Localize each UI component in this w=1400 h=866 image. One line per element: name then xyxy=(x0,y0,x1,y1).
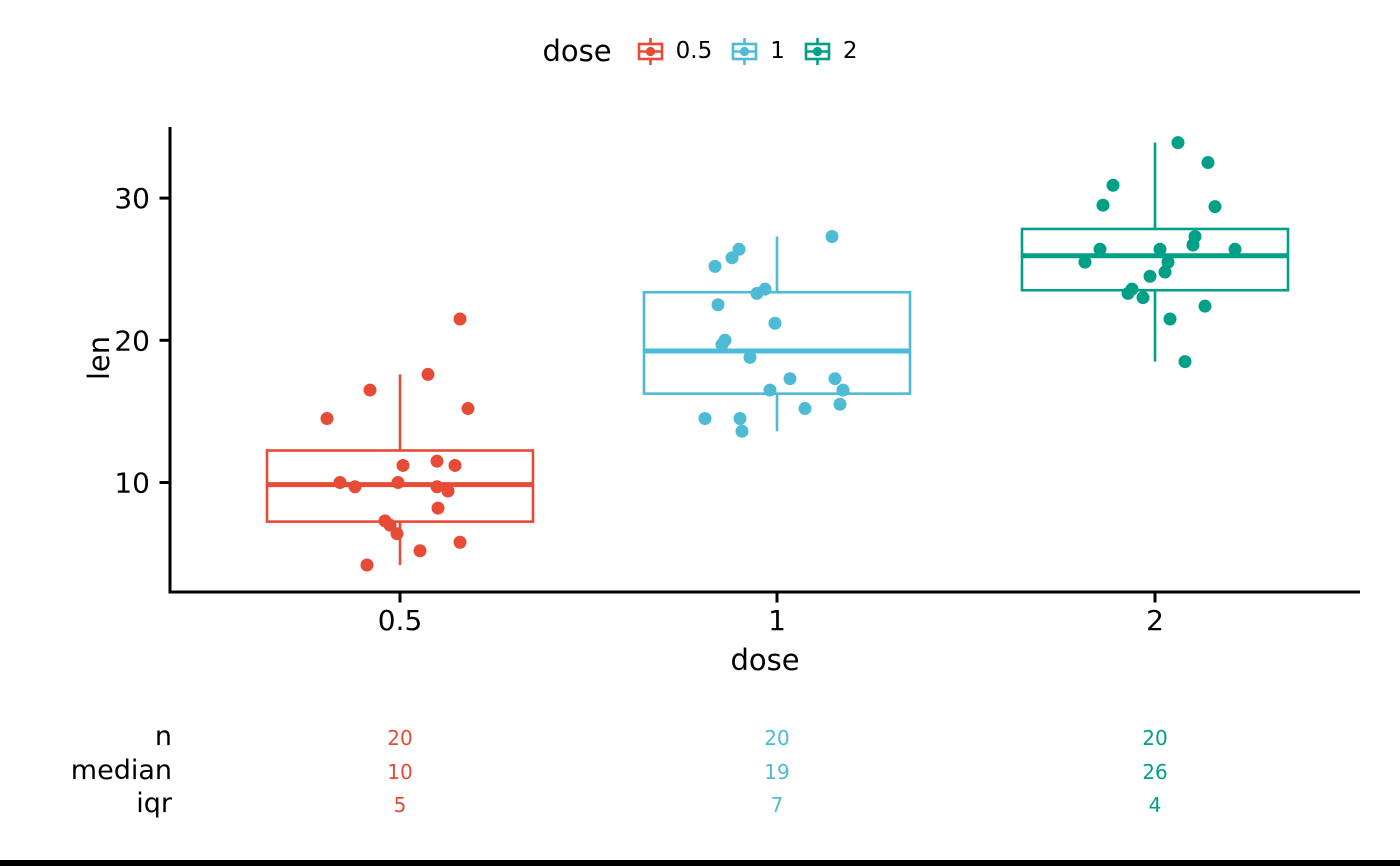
jitter-point xyxy=(1096,198,1110,212)
legend-label: 2 xyxy=(842,38,858,64)
jitter-point xyxy=(363,383,377,397)
boxplot-key-icon xyxy=(804,37,831,65)
jitter-point xyxy=(758,282,772,296)
stat-value: 7 xyxy=(770,793,784,817)
table-row-n: n 20 20 20 xyxy=(0,721,1400,755)
jitter-point xyxy=(833,397,847,411)
jitter-point xyxy=(1158,265,1172,279)
jitter-point xyxy=(1178,355,1192,369)
stat-value: 26 xyxy=(1142,760,1168,784)
stat-value: 5 xyxy=(393,793,407,817)
x-axis-title: dose xyxy=(730,643,800,677)
jitter-point xyxy=(391,476,405,490)
jitter-point xyxy=(413,544,427,558)
y-tick-label: 20 xyxy=(114,324,150,357)
boxplot-group-0.5 xyxy=(265,312,535,572)
y-axis-title: len xyxy=(82,335,116,381)
jitter-point xyxy=(1136,291,1150,305)
stat-value: 10 xyxy=(387,760,413,784)
stat-row-label: iqr xyxy=(136,788,172,819)
legend-item-dose-1: 1 xyxy=(728,35,785,68)
stat-value: 19 xyxy=(764,760,790,784)
jitter-point xyxy=(396,458,410,472)
jitter-point xyxy=(360,558,374,572)
jitter-point xyxy=(430,454,444,468)
jitter-point xyxy=(1153,242,1167,256)
table-row-median: median 10 19 26 xyxy=(0,755,1400,789)
jitter-point xyxy=(430,480,444,494)
legend-title: dose xyxy=(542,34,612,68)
stat-value: 4 xyxy=(1148,793,1162,817)
jitter-point xyxy=(1093,242,1107,256)
boxplot-key-icon xyxy=(731,37,758,65)
jitter-point xyxy=(441,484,455,498)
jitter-point xyxy=(1188,229,1202,243)
jitter-point xyxy=(421,367,435,381)
jitter-point xyxy=(390,527,404,541)
y-tick-label: 10 xyxy=(114,467,150,500)
jitter-point xyxy=(431,501,445,515)
stat-value: 20 xyxy=(387,726,413,750)
jitter-point xyxy=(448,458,462,472)
stat-row-label: median xyxy=(70,755,172,786)
jitter-point xyxy=(1161,255,1175,269)
jitter-point xyxy=(453,312,467,326)
jitter-point xyxy=(711,298,725,312)
jitter-point xyxy=(718,333,732,347)
legend-item-dose-2: 2 xyxy=(801,35,858,68)
jitter-point xyxy=(453,535,467,549)
y-tick-label: 30 xyxy=(114,182,150,215)
jitter-point xyxy=(1143,269,1157,283)
stat-value: 20 xyxy=(764,726,790,750)
jitter-point xyxy=(708,259,722,273)
jitter-point xyxy=(725,251,739,265)
chart-legend: dose 0.5 1 2 xyxy=(0,34,1400,68)
box xyxy=(1020,227,1290,292)
jitter-point xyxy=(461,402,475,416)
stat-value: 20 xyxy=(1142,726,1168,750)
boxplot-group-1 xyxy=(642,229,912,438)
jitter-point xyxy=(768,316,782,330)
jitter-point xyxy=(783,372,797,386)
bottom-border xyxy=(0,860,1400,866)
legend-item-dose-0.5: 0.5 xyxy=(634,35,713,68)
jitter-point xyxy=(735,424,749,438)
jitter-point xyxy=(798,402,812,416)
boxplot-group-2 xyxy=(1020,136,1290,369)
jitter-point xyxy=(320,412,334,426)
table-row-iqr: iqr 5 7 4 xyxy=(0,788,1400,822)
jitter-point xyxy=(828,372,842,386)
boxplot-key-icon xyxy=(637,37,663,65)
legend-label: 0.5 xyxy=(675,38,713,64)
jitter-point xyxy=(1171,136,1185,150)
jitter-point xyxy=(1201,156,1215,170)
legend-label: 1 xyxy=(770,38,785,64)
jitter-point xyxy=(333,476,347,490)
jitter-point xyxy=(698,412,712,426)
jitter-point xyxy=(1106,178,1120,192)
jitter-point xyxy=(1121,286,1135,300)
jitter-point xyxy=(743,350,757,364)
jitter-point xyxy=(1163,312,1177,326)
jitter-point xyxy=(825,229,839,243)
x-tick-label: 0.5 xyxy=(378,604,423,637)
jitter-point xyxy=(836,383,850,397)
jitter-point xyxy=(1198,299,1212,313)
axis-lines xyxy=(168,127,1360,594)
x-tick-label: 1 xyxy=(768,604,786,637)
box xyxy=(642,290,912,395)
jitter-point xyxy=(348,480,362,494)
jitter-point xyxy=(1078,255,1092,269)
jitter-point xyxy=(763,383,777,397)
stat-row-label: n xyxy=(154,721,172,752)
x-tick-label: 2 xyxy=(1146,604,1164,637)
jitter-point xyxy=(1208,200,1222,214)
jitter-point xyxy=(1228,242,1242,256)
jitter-point xyxy=(733,412,747,426)
